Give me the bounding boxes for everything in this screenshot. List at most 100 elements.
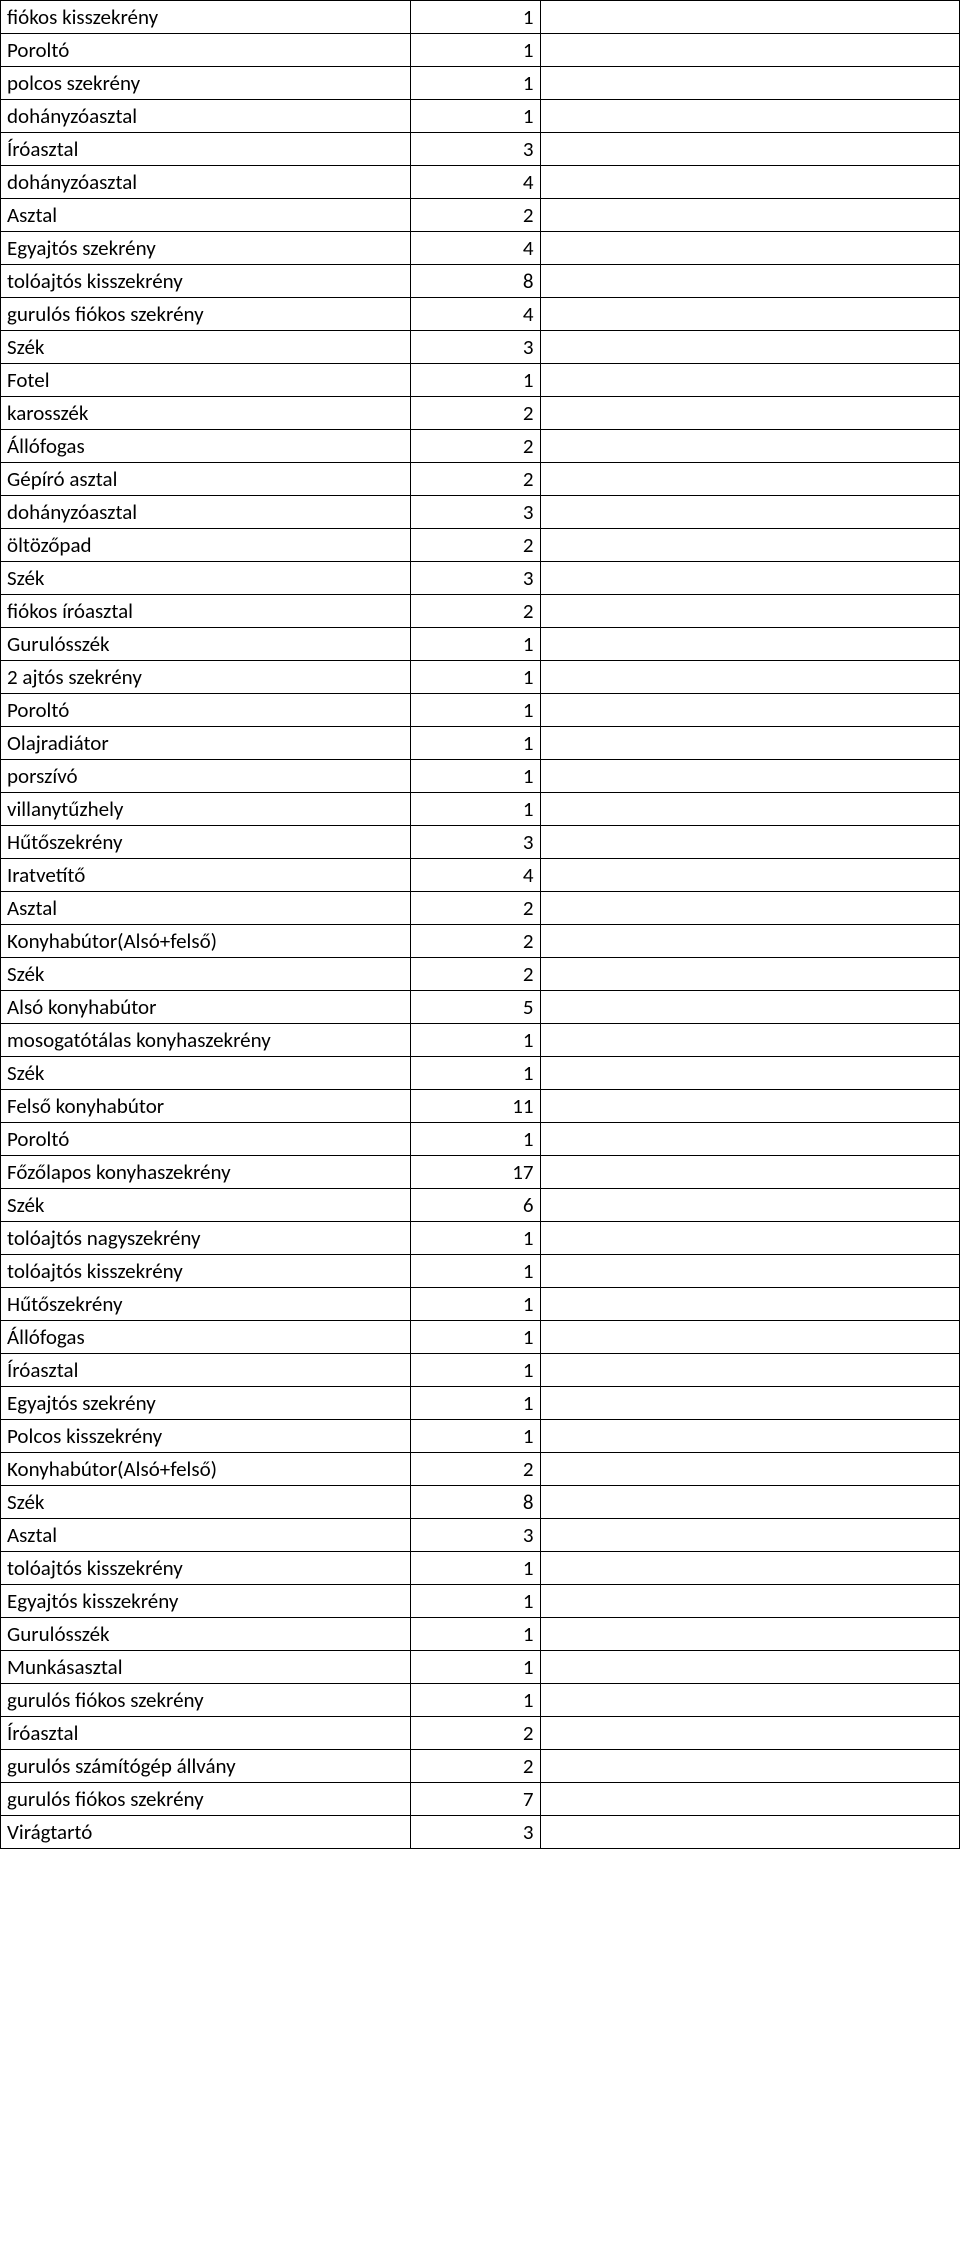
table-row: porszívó1 — [1, 760, 960, 793]
item-label: Gépíró asztal — [1, 463, 411, 496]
blank-cell — [540, 1783, 959, 1816]
item-label: tolóajtós nagyszekrény — [1, 1222, 411, 1255]
item-quantity: 1 — [410, 1321, 540, 1354]
item-quantity: 2 — [410, 529, 540, 562]
blank-cell — [540, 760, 959, 793]
table-row: öltözőpad2 — [1, 529, 960, 562]
item-quantity: 4 — [410, 166, 540, 199]
item-label: Felső konyhabútor — [1, 1090, 411, 1123]
blank-cell — [540, 430, 959, 463]
blank-cell — [540, 859, 959, 892]
item-quantity: 2 — [410, 892, 540, 925]
blank-cell — [540, 463, 959, 496]
item-quantity: 2 — [410, 958, 540, 991]
table-row: fiókos kisszekrény1 — [1, 1, 960, 34]
item-label: Asztal — [1, 1519, 411, 1552]
table-row: Szék3 — [1, 562, 960, 595]
item-label: Szék — [1, 331, 411, 364]
item-quantity: 1 — [410, 1057, 540, 1090]
blank-cell — [540, 496, 959, 529]
item-label: dohányzóasztal — [1, 166, 411, 199]
item-quantity: 1 — [410, 1684, 540, 1717]
item-label: Hűtőszekrény — [1, 826, 411, 859]
blank-cell — [540, 1750, 959, 1783]
table-row: Főzőlapos konyhaszekrény17 — [1, 1156, 960, 1189]
item-label: Állófogas — [1, 1321, 411, 1354]
item-quantity: 1 — [410, 694, 540, 727]
item-label: Poroltó — [1, 694, 411, 727]
table-row: Poroltó1 — [1, 1123, 960, 1156]
item-label: Szék — [1, 1189, 411, 1222]
table-row: Konyhabútor(Alsó+felső)2 — [1, 1453, 960, 1486]
item-quantity: 1 — [410, 1651, 540, 1684]
item-quantity: 1 — [410, 364, 540, 397]
table-row: Gurulósszék1 — [1, 1618, 960, 1651]
blank-cell — [540, 1156, 959, 1189]
item-label: porszívó — [1, 760, 411, 793]
blank-cell — [540, 199, 959, 232]
table-row: Hűtőszekrény1 — [1, 1288, 960, 1321]
item-label: Íróasztal — [1, 133, 411, 166]
blank-cell — [540, 67, 959, 100]
table-row: gurulós fiókos szekrény4 — [1, 298, 960, 331]
table-row: Egyajtós szekrény4 — [1, 232, 960, 265]
blank-cell — [540, 1816, 959, 1849]
item-quantity: 5 — [410, 991, 540, 1024]
item-quantity: 2 — [410, 199, 540, 232]
table-row: villanytűzhely1 — [1, 793, 960, 826]
item-label: Asztal — [1, 199, 411, 232]
item-label: tolóajtós kisszekrény — [1, 1255, 411, 1288]
item-label: Konyhabútor(Alsó+felső) — [1, 925, 411, 958]
item-label: Egyajtós kisszekrény — [1, 1585, 411, 1618]
table-row: Felső konyhabútor11 — [1, 1090, 960, 1123]
item-quantity: 17 — [410, 1156, 540, 1189]
item-label: Szék — [1, 1057, 411, 1090]
blank-cell — [540, 1057, 959, 1090]
blank-cell — [540, 1321, 959, 1354]
table-row: Asztal2 — [1, 199, 960, 232]
table-row: Fotel1 — [1, 364, 960, 397]
table-row: Íróasztal3 — [1, 133, 960, 166]
item-quantity: 1 — [410, 1288, 540, 1321]
item-label: mosogatótálas konyhaszekrény — [1, 1024, 411, 1057]
table-row: Virágtartó3 — [1, 1816, 960, 1849]
item-label: Szék — [1, 958, 411, 991]
table-row: Szék6 — [1, 1189, 960, 1222]
table-row: tolóajtós kisszekrény1 — [1, 1552, 960, 1585]
item-label: Olajradiátor — [1, 727, 411, 760]
blank-cell — [540, 1486, 959, 1519]
item-quantity: 2 — [410, 925, 540, 958]
item-label: Szék — [1, 1486, 411, 1519]
blank-cell — [540, 694, 959, 727]
blank-cell — [540, 298, 959, 331]
item-label: Íróasztal — [1, 1717, 411, 1750]
blank-cell — [540, 727, 959, 760]
item-label: karosszék — [1, 397, 411, 430]
item-label: fiókos kisszekrény — [1, 1, 411, 34]
item-quantity: 1 — [410, 1585, 540, 1618]
blank-cell — [540, 1717, 959, 1750]
blank-cell — [540, 991, 959, 1024]
item-quantity: 2 — [410, 1750, 540, 1783]
table-row: fiókos íróasztal2 — [1, 595, 960, 628]
table-row: tolóajtós kisszekrény1 — [1, 1255, 960, 1288]
item-label: villanytűzhely — [1, 793, 411, 826]
item-quantity: 1 — [410, 67, 540, 100]
table-row: karosszék2 — [1, 397, 960, 430]
blank-cell — [540, 1453, 959, 1486]
table-row: Olajradiátor1 — [1, 727, 960, 760]
item-label: tolóajtós kisszekrény — [1, 1552, 411, 1585]
item-quantity: 1 — [410, 1354, 540, 1387]
blank-cell — [540, 925, 959, 958]
blank-cell — [540, 1222, 959, 1255]
item-label: Szék — [1, 562, 411, 595]
item-label: gurulós számítógép állvány — [1, 1750, 411, 1783]
blank-cell — [540, 892, 959, 925]
item-label: tolóajtós kisszekrény — [1, 265, 411, 298]
item-label: Alsó konyhabútor — [1, 991, 411, 1024]
blank-cell — [540, 1585, 959, 1618]
item-label: Iratvetítő — [1, 859, 411, 892]
item-quantity: 1 — [410, 661, 540, 694]
item-label: Asztal — [1, 892, 411, 925]
item-label: gurulós fiókos szekrény — [1, 1783, 411, 1816]
